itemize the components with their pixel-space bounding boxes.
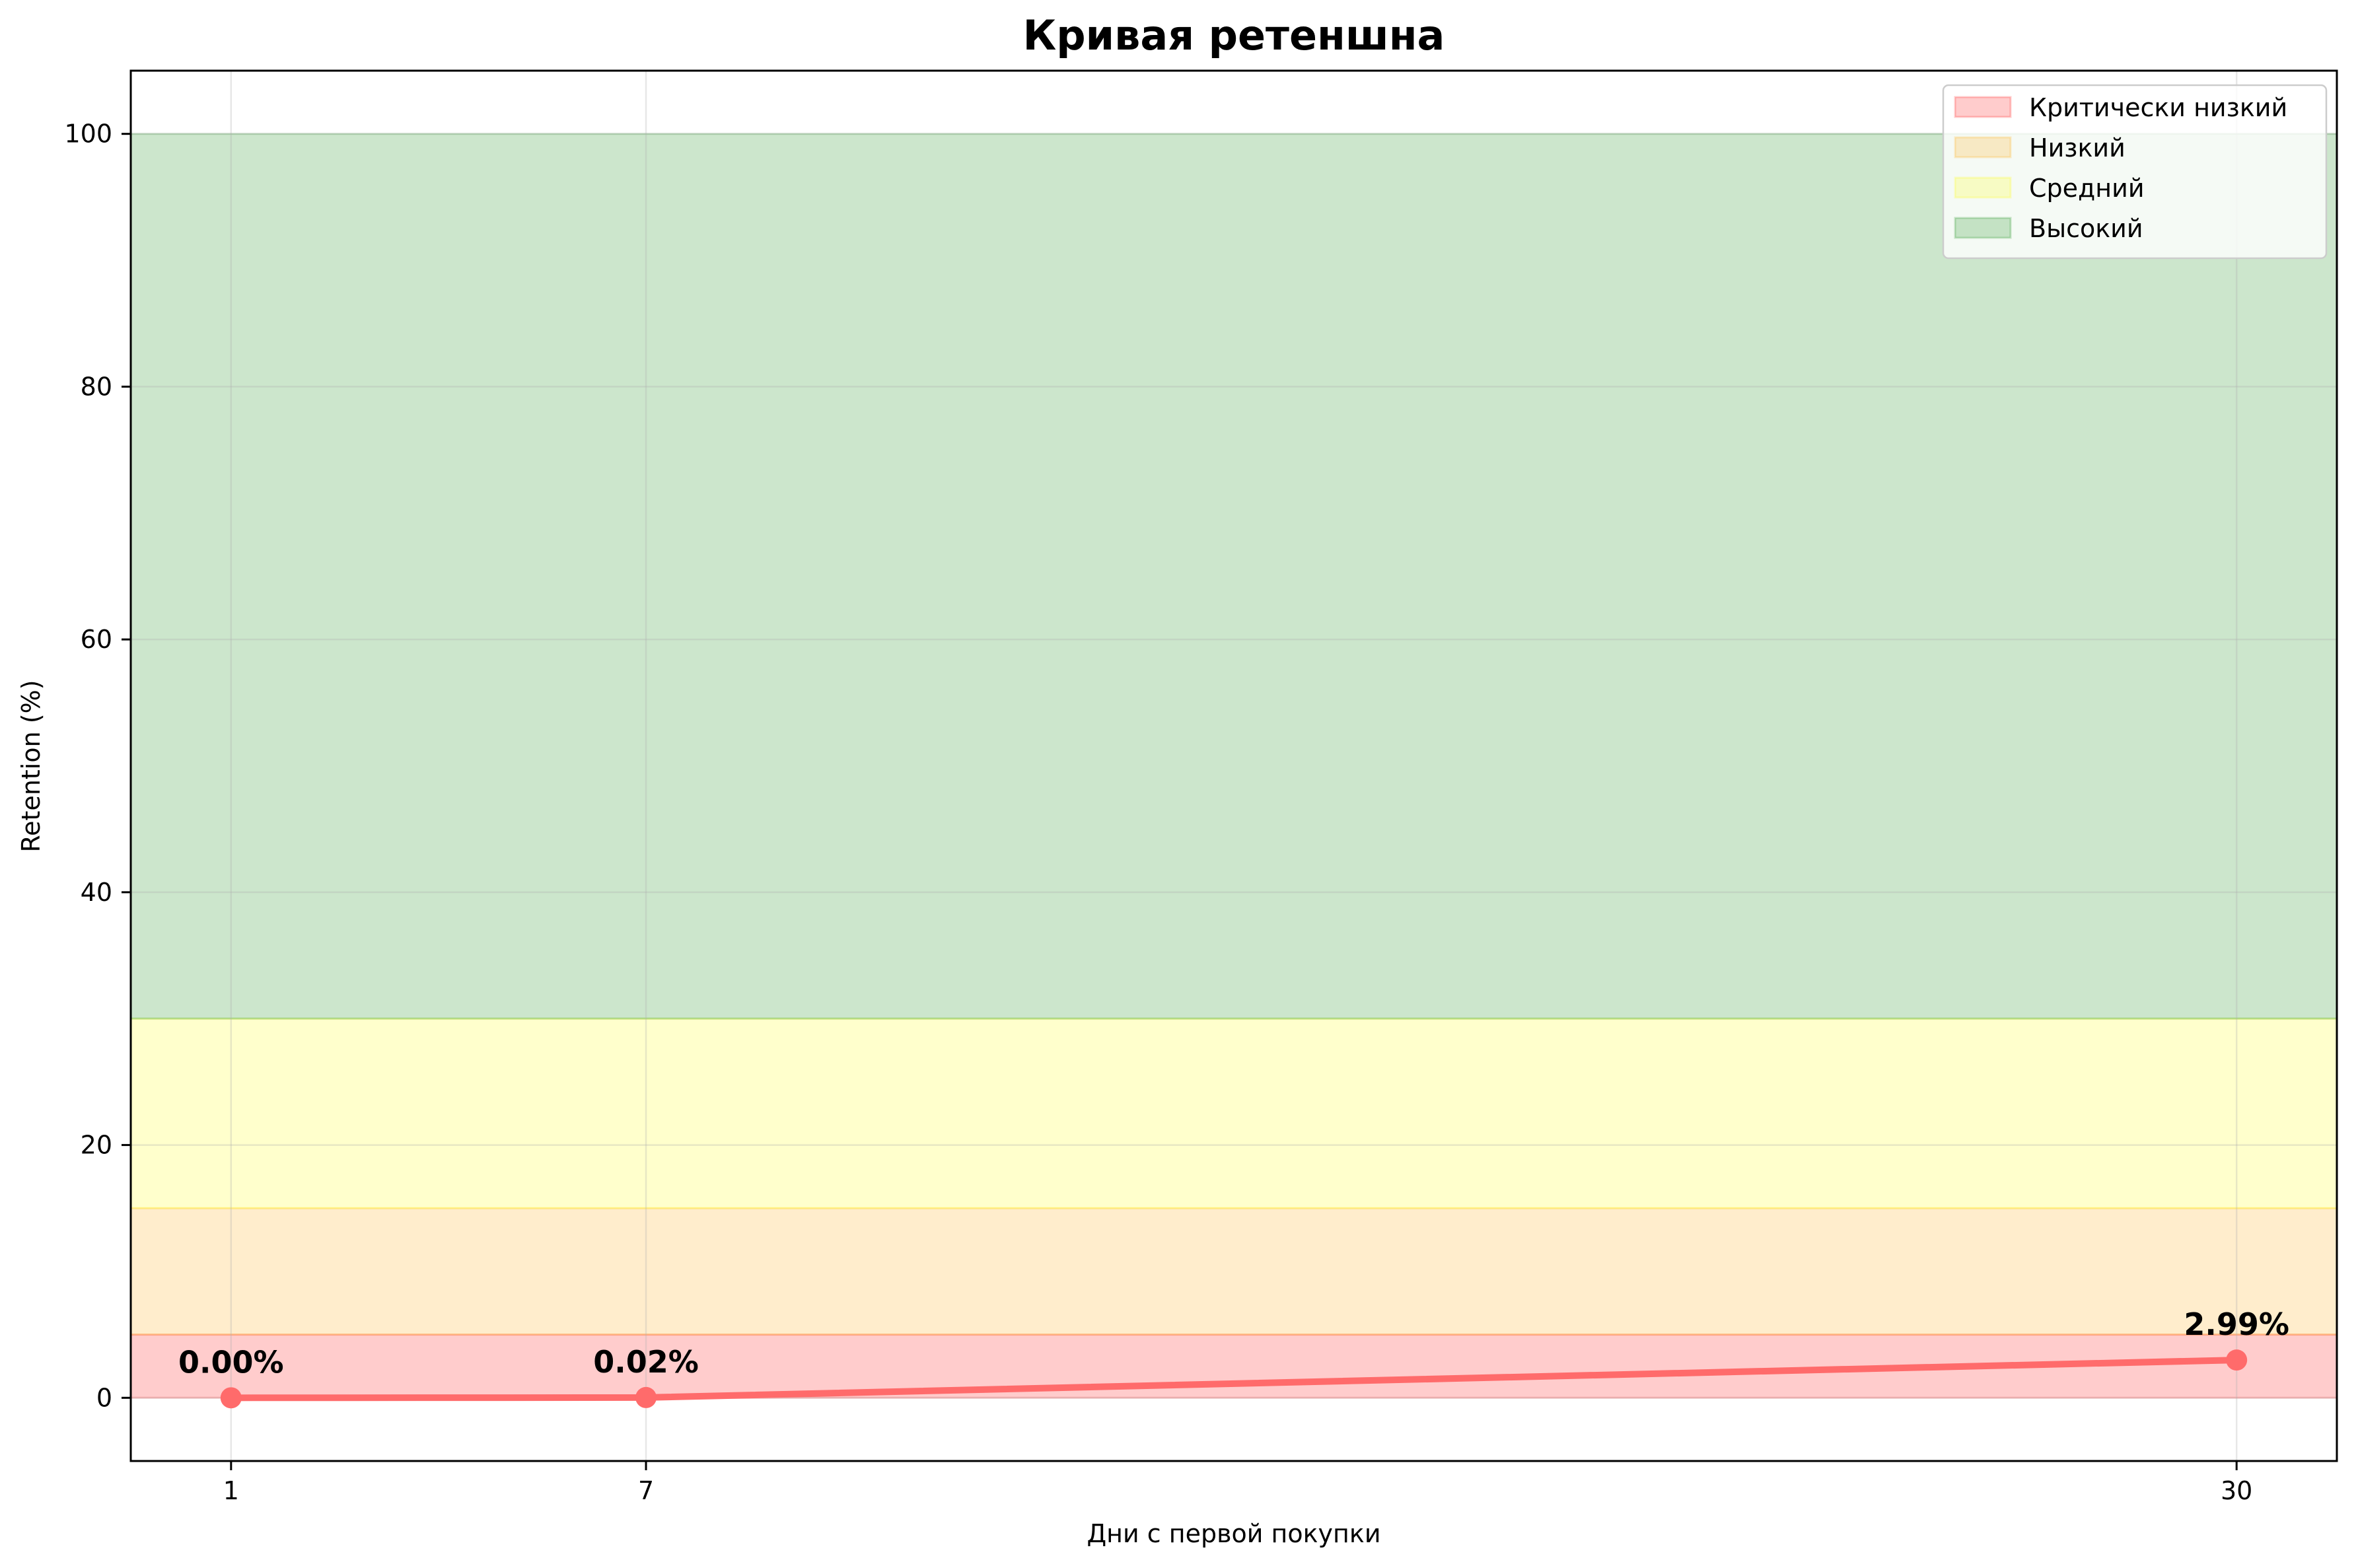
legend-swatch (1954, 217, 2012, 239)
band-3-area (129, 133, 2338, 1020)
y-tick-label: 40 (81, 878, 112, 907)
plot-frame (129, 69, 2338, 1462)
band-2-area (129, 1017, 2338, 1209)
x-axis-label: Дни с первой покупки (1087, 1519, 1380, 1548)
y-tick-label: 60 (81, 625, 112, 654)
legend-label: Критически низкий (2029, 93, 2287, 122)
data-label: 2.99% (2184, 1306, 2289, 1342)
data-point (220, 1387, 242, 1409)
legend-label: Высокий (2029, 214, 2143, 243)
y-axis-ticks: 0 20 40 60 80 100 (64, 120, 131, 1412)
data-point (2226, 1349, 2248, 1371)
y-axis-label: Retention (%) (17, 680, 46, 852)
data-label: 0.02% (593, 1344, 699, 1380)
band-1-area (129, 1207, 2338, 1336)
series-layer (220, 1349, 2248, 1409)
y-tick-label: 80 (81, 372, 112, 401)
legend-swatch (1954, 96, 2012, 118)
legend-swatch (1954, 176, 2012, 199)
x-tick-label: 30 (2221, 1476, 2252, 1505)
grid-lines (131, 71, 2337, 1461)
legend: Критически низкий Низкий Средний Высокий (1942, 84, 2328, 260)
x-tick-label: 1 (223, 1476, 239, 1505)
y-tick-label: 0 (96, 1383, 112, 1412)
x-axis-ticks: 1 7 30 (223, 1461, 2252, 1505)
data-point (635, 1386, 657, 1408)
legend-label: Низкий (2029, 133, 2126, 162)
legend-swatch (1954, 136, 2012, 159)
chart-title: Кривая ретеншна (1023, 11, 1445, 59)
y-tick-label: 100 (64, 120, 112, 149)
x-tick-label: 7 (638, 1476, 654, 1505)
retention-bands (129, 133, 2338, 1399)
data-label: 0.00% (178, 1344, 284, 1380)
legend-box (1942, 84, 2328, 260)
y-tick-label: 20 (81, 1131, 112, 1160)
legend-label: Средний (2029, 174, 2145, 203)
data-labels: 0.00% 0.02% 2.99% (178, 1306, 2289, 1380)
